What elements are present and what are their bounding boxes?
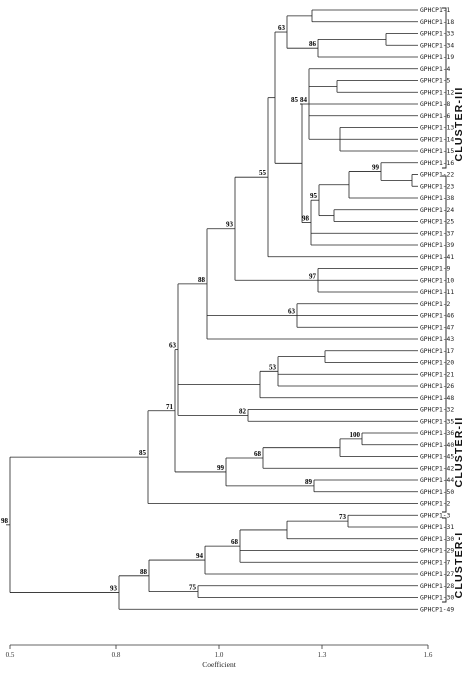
bootstrap-value: 68 — [254, 450, 262, 458]
leaf-label: GPHCP1-49 — [420, 606, 454, 613]
leaf-label: GPHCP1-50 — [420, 489, 454, 496]
leaf-label: GPHCP1-18 — [420, 19, 454, 26]
x-axis-tick-label: 1.6 — [424, 651, 433, 659]
leaf-label: GPHCP1-37 — [420, 230, 454, 237]
bootstrap-value: 100 — [350, 431, 361, 439]
x-axis-tick-label: 0.8 — [112, 651, 121, 659]
leaf-label: GPHCP1-19 — [420, 54, 454, 61]
leaf-label: GPHCP1-47 — [420, 324, 454, 331]
bootstrap-value: 93 — [226, 221, 234, 229]
leaf-label: GPHCP1-44 — [420, 477, 454, 484]
leaf-label: GPHCP1-10 — [420, 277, 454, 284]
cluster-i-label: CLUSTER-I — [453, 532, 465, 599]
leaf-label: GPHCP1-15 — [420, 148, 454, 155]
leaf-label: GPHCP1-41 — [420, 254, 454, 261]
bootstrap-value: 71 — [166, 403, 174, 411]
cluster-i-group: CLUSTER-I — [442, 517, 465, 603]
leaf-label: GPHCP1-4 — [420, 66, 451, 73]
bootstrap-value: 95 — [310, 192, 318, 200]
bootstrap-value: 84 — [300, 96, 308, 104]
leaf-label: GPHCP1-48 — [420, 395, 454, 402]
cluster-ii-label: CLUSTER-II — [453, 417, 465, 488]
leaf-label: GPHCP1-35 — [420, 418, 454, 425]
leaf-label: GPHCP1-23 — [420, 183, 454, 190]
leaf-label: GPHCP1-38 — [420, 195, 454, 202]
leaf-label: GPHCP1-6 — [420, 113, 451, 120]
leaf-label: GPHCP1-17 — [420, 348, 454, 355]
bootstrap-value: 85 — [139, 449, 147, 457]
bootstrap-value: 63 — [169, 342, 177, 350]
leaf-label: GPHCP1-45 — [420, 454, 454, 461]
dendrogram-branches — [6, 9, 418, 610]
leaf-label: GPHCP1-11 — [420, 289, 454, 296]
leaf-label: GPHCP1-29 — [420, 548, 454, 555]
bootstrap-value: 99 — [217, 464, 225, 472]
leaf-label: GPHCP1-21 — [420, 371, 454, 378]
bootstrap-value: 98 — [302, 215, 310, 223]
leaf-label: GPHCP1-42 — [420, 465, 454, 472]
x-axis-title: Coefficient — [202, 660, 237, 669]
leaf-label: GPHCP1-25 — [420, 219, 454, 226]
bootstrap-value: 68 — [231, 538, 239, 546]
x-axis-tick-label: 0.5 — [6, 651, 15, 659]
bootstrap-value: 93 — [110, 585, 118, 593]
leaf-label: GPHCP1-2 — [420, 301, 451, 308]
leaf-label: GPHCP1-30 — [420, 595, 454, 602]
leaf-label: GPHCP1-39 — [420, 242, 454, 249]
bootstrap-value: 75 — [189, 584, 197, 592]
bootstrap-value: 94 — [196, 552, 204, 560]
leaf-label: GPHCP1-43 — [420, 336, 454, 343]
bootstrap-value: 85 — [291, 96, 299, 104]
bootstrap-value: 97 — [309, 272, 317, 280]
leaf-label: GPHCP1-30 — [420, 536, 454, 543]
leaf-label: GPHCP1-8 — [420, 101, 451, 108]
leaf-label: GPHCP1-9 — [420, 266, 451, 273]
bootstrap-value: 63 — [288, 308, 296, 316]
leaf-label: GPHCP1-20 — [420, 360, 454, 367]
leaf-label: GPHCP1-12 — [420, 89, 454, 96]
leaf-label: GPHCP1-24 — [420, 207, 454, 214]
x-axis: 0.5 0.8 1.0 1.3 1.6 Coefficient — [6, 644, 433, 669]
bootstrap-value: 73 — [339, 513, 347, 521]
cluster-iii-label: CLUSTER-III — [453, 86, 465, 161]
leaf-label: GPHCP1-14 — [420, 136, 454, 143]
leaf-label: GPHCP1-34 — [420, 42, 454, 49]
leaf-label: GPHCP1-32 — [420, 407, 454, 414]
bootstrap-value: 88 — [198, 276, 206, 284]
leaf-label: GPHCP1-46 — [420, 313, 454, 320]
leaf-labels: GPHCP1-1 GPHCP1-18 GPHCP1-33 GPHCP1-34 GPHCP… — [420, 7, 454, 613]
bootstrap-value: 82 — [239, 407, 247, 415]
leaf-label: GPHCP1-7 — [420, 559, 451, 566]
leaf-label: GPHCP1-1 — [420, 7, 451, 14]
leaf-label: GPHCP1-33 — [420, 31, 454, 38]
leaf-label: GPHCP1-26 — [420, 383, 454, 390]
cluster-iii-group: CLUSTER-III — [442, 7, 465, 169]
leaf-label: GPHCP1-3 — [420, 512, 451, 519]
x-axis-tick-label: 1.3 — [318, 651, 327, 659]
bootstrap-value: 55 — [259, 169, 267, 177]
bootstrap-value: 63 — [278, 24, 286, 32]
x-axis-tick-label: 1.0 — [215, 651, 224, 659]
bootstrap-value: 86 — [309, 40, 317, 48]
bootstrap-value: 53 — [269, 363, 277, 371]
leaf-label: GPHCP1-36 — [420, 430, 454, 437]
leaf-label: GPHCP1-27 — [420, 571, 454, 578]
bootstrap-labels: 8663848599959855979363885382631006889997… — [1, 24, 380, 593]
bootstrap-value: 98 — [1, 517, 9, 525]
leaf-label: GPHCP1-28 — [420, 583, 454, 590]
leaf-label: GPHCP1-5 — [420, 78, 451, 85]
leaf-label: GPHCP1-13 — [420, 125, 454, 132]
leaf-label: GPHCP1-2 — [420, 501, 451, 508]
bootstrap-value: 89 — [305, 478, 313, 486]
cluster-ii-group: CLUSTER-II — [442, 175, 465, 513]
leaf-label: GPHCP1-22 — [420, 172, 454, 179]
bootstrap-value: 88 — [140, 568, 148, 576]
bootstrap-value: 99 — [372, 164, 380, 172]
leaf-label: GPHCP1-31 — [420, 524, 454, 531]
leaf-label: GPHCP1-16 — [420, 160, 454, 167]
leaf-label: GPHCP1-40 — [420, 442, 454, 449]
